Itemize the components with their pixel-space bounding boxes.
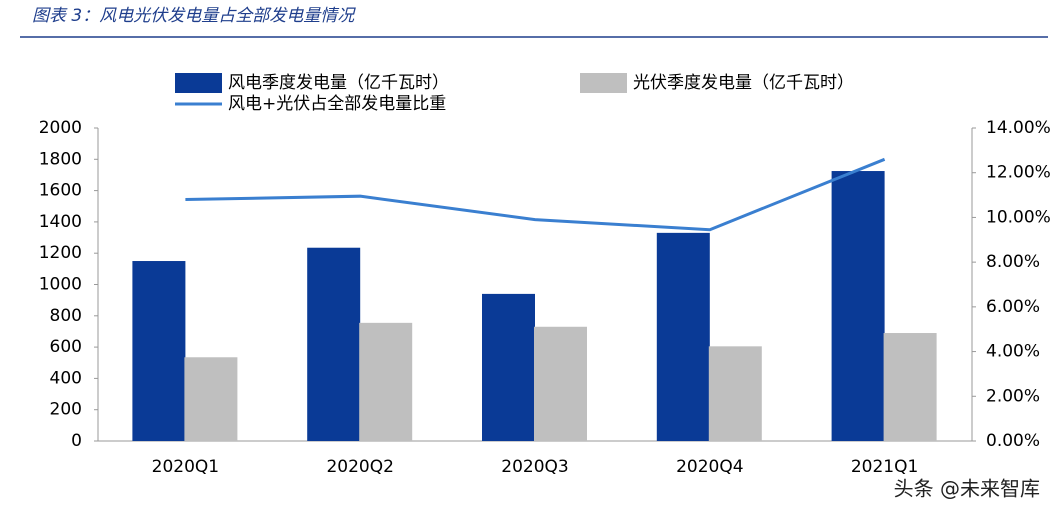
bar (359, 322, 413, 441)
legend-label: 光伏季度发电量（亿千瓦时） (633, 73, 854, 93)
y-tick-label: 1000 (39, 275, 82, 295)
bar (132, 261, 186, 441)
y2-tick-label: 0.00% (986, 431, 1040, 451)
y2-tick-label: 8.00% (986, 252, 1040, 272)
y-tick-label: 800 (50, 306, 82, 326)
x-tick-label: 2020Q2 (326, 457, 393, 477)
y-tick-label: 1800 (39, 149, 82, 169)
x-tick-label: 2020Q1 (152, 457, 219, 477)
y2-tick-label: 12.00% (986, 163, 1051, 183)
bar (482, 293, 535, 441)
bar (184, 357, 238, 441)
watermark: 头条 @未来智库 (894, 477, 1040, 501)
y-tick-label: 600 (50, 337, 82, 357)
y-tick-label: 1600 (39, 181, 82, 201)
x-tick-label: 2020Q3 (501, 457, 568, 477)
chart-title: 图表 3：风电光伏发电量占全部发电量情况 (32, 6, 356, 26)
y-tick-label: 1200 (39, 243, 82, 263)
bar (708, 346, 762, 441)
y2-tick-label: 10.00% (986, 207, 1051, 227)
bar (656, 232, 710, 441)
y-tick-label: 2000 (39, 118, 82, 138)
bar (534, 326, 587, 441)
bar (307, 247, 361, 441)
legend-swatch (175, 73, 222, 93)
x-tick-label: 2020Q4 (676, 457, 743, 477)
y2-tick-label: 2.00% (986, 386, 1040, 406)
y-tick-label: 1400 (39, 212, 82, 232)
legend-label: 风电季度发电量（亿千瓦时） (228, 73, 449, 93)
line (185, 157, 886, 232)
x-tick-label: 2021Q1 (851, 457, 918, 477)
y-tick-label: 0 (71, 431, 82, 451)
y-tick-label: 400 (50, 368, 82, 388)
y2-tick-label: 4.00% (986, 342, 1040, 362)
bar (883, 333, 937, 441)
y2-tick-label: 14.00% (986, 118, 1051, 138)
legend-swatch (580, 73, 627, 93)
legend-label: 风电+光伏占全部发电量比重 (228, 94, 446, 114)
bar (831, 171, 885, 441)
y2-tick-label: 6.00% (986, 297, 1040, 317)
y-tick-label: 200 (50, 400, 82, 420)
